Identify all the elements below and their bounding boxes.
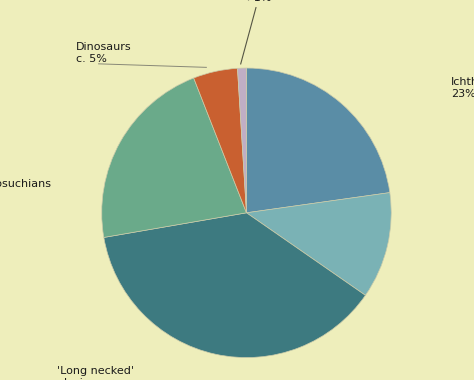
Wedge shape <box>102 78 246 238</box>
Text: Ichthyosaurs
23%: Ichthyosaurs 23% <box>451 78 474 99</box>
Text: 'Long necked'
plesiosaurs
38%: 'Long necked' plesiosaurs 38% <box>57 366 134 380</box>
Wedge shape <box>194 68 246 213</box>
Wedge shape <box>237 68 246 213</box>
Wedge shape <box>246 193 391 295</box>
Text: Dinosaurs
c. 5%: Dinosaurs c. 5% <box>76 43 131 64</box>
Wedge shape <box>104 213 365 358</box>
Text: Pterosaurs
< 1%: Pterosaurs < 1% <box>227 0 285 3</box>
Text: Thalassosuchians
22%: Thalassosuchians 22% <box>0 179 51 201</box>
Wedge shape <box>246 68 390 213</box>
